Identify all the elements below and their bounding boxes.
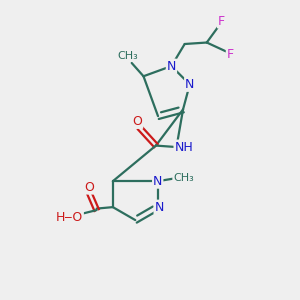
Text: CH₃: CH₃: [173, 173, 194, 183]
Text: F: F: [218, 14, 225, 28]
Text: O: O: [84, 181, 94, 194]
Text: H‒O: H‒O: [56, 211, 83, 224]
Text: F: F: [227, 48, 234, 62]
Text: CH₃: CH₃: [117, 51, 138, 61]
Text: N: N: [185, 78, 194, 91]
Text: N: N: [153, 175, 162, 188]
Text: N: N: [154, 201, 164, 214]
Text: O: O: [132, 115, 142, 128]
Text: NH: NH: [175, 141, 193, 154]
Text: N: N: [167, 60, 176, 73]
